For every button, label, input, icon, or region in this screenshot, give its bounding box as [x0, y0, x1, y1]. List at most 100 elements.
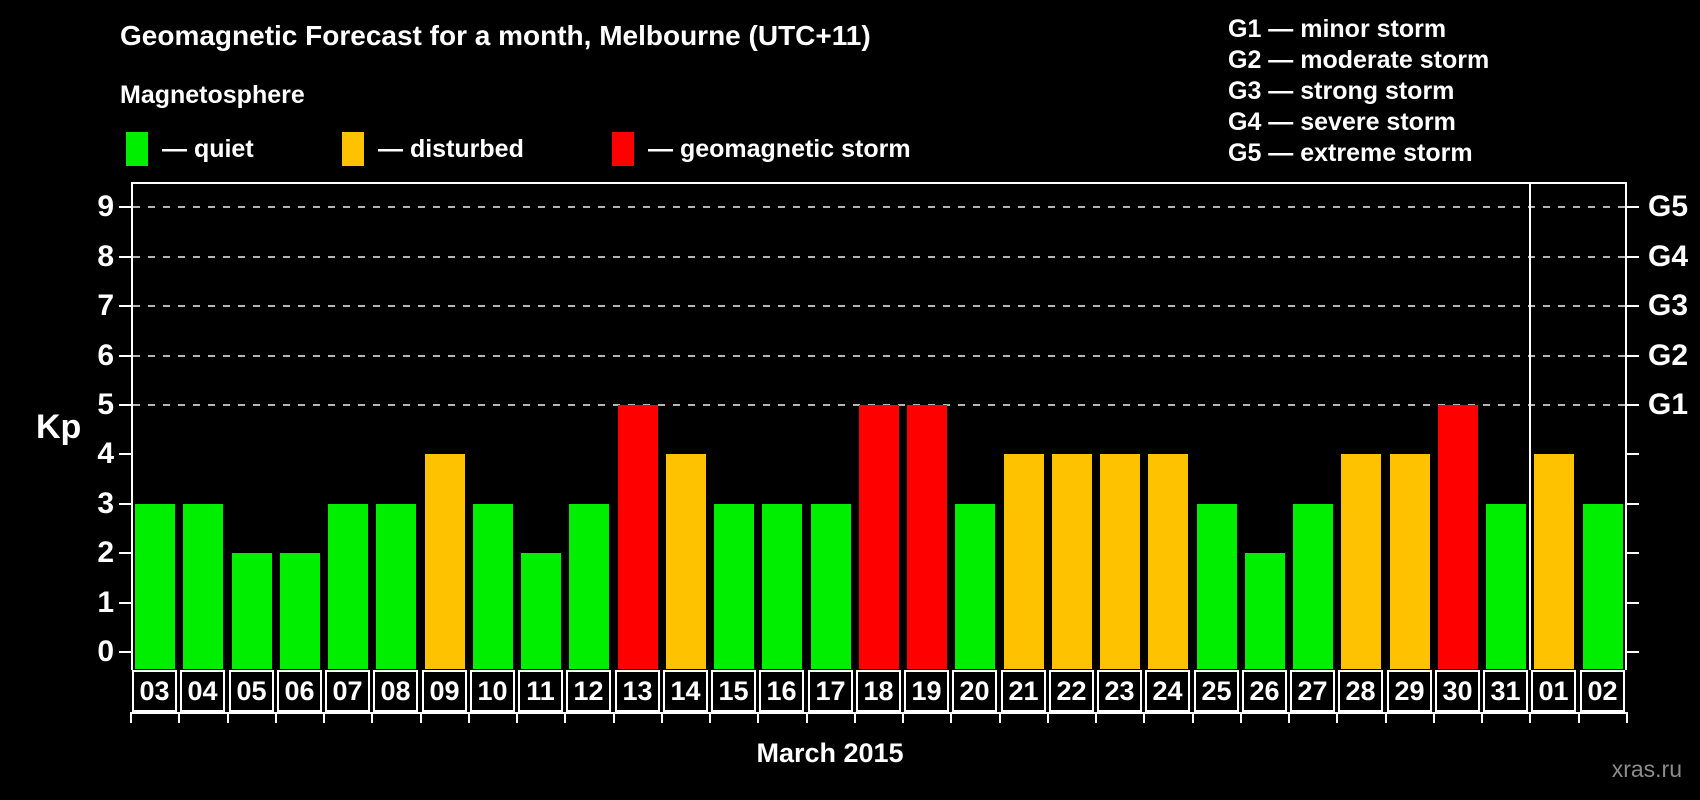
quiet-color-swatch [126, 132, 148, 166]
x-axis-day-label-18: 18 [856, 670, 901, 712]
y-axis-tick-6 [119, 355, 131, 357]
x-axis-tick-14 [806, 712, 808, 723]
g-scale-legend: G1 — minor storm G2 — moderate storm G3 … [1228, 14, 1489, 169]
x-axis-tick-25 [1336, 712, 1338, 723]
x-axis-tick-28 [1481, 712, 1483, 723]
y-axis-tick-7 [119, 305, 131, 307]
watermark: xras.ru [1611, 756, 1682, 782]
y-axis-tick-5 [119, 404, 131, 406]
x-axis-tick-2 [227, 712, 229, 723]
kp-bar-day-05 [232, 553, 272, 669]
kp-bar-day-09 [425, 454, 465, 669]
x-axis-baseline [131, 712, 1627, 714]
gridline-kp9 [133, 206, 1625, 208]
kp-bar-day-04 [183, 504, 223, 669]
kp-bar-day-10 [473, 504, 513, 669]
kp-bar-day-17 [811, 504, 851, 669]
y-axis-label-0: 0 [97, 635, 114, 668]
x-axis-day-label-20: 20 [952, 670, 997, 712]
g-axis-label-g4: G4 [1648, 240, 1689, 273]
x-axis-tick-3 [275, 712, 277, 723]
x-axis-tick-31 [1626, 712, 1628, 723]
right-axis-tick-7 [1627, 305, 1639, 307]
x-axis-tick-11 [661, 712, 663, 723]
x-axis-day-label-23: 23 [1097, 670, 1142, 712]
x-axis-day-label-12: 12 [566, 670, 611, 712]
y-axis-tick-9 [119, 206, 131, 208]
y-axis-tick-8 [119, 256, 131, 258]
page-title: Geomagnetic Forecast for a month, Melbou… [120, 20, 871, 51]
kp-bar-day-14 [666, 454, 706, 669]
x-axis-day-label-10: 10 [470, 670, 515, 712]
x-axis-tick-9 [564, 712, 566, 723]
y-axis-label-3: 3 [97, 487, 114, 520]
kp-bar-day-02 [1583, 504, 1623, 669]
x-axis-tick-12 [709, 712, 711, 723]
right-axis-tick-1 [1627, 602, 1639, 604]
kp-bar-day-31 [1486, 504, 1526, 669]
y-axis-label-2: 2 [97, 536, 114, 569]
plot-border-top [131, 182, 1627, 184]
legend-item-quiet: — quiet [126, 132, 254, 166]
x-axis-tick-26 [1385, 712, 1387, 723]
x-axis-day-label-07: 07 [325, 670, 370, 712]
x-axis-tick-21 [1143, 712, 1145, 723]
y-axis-label-1: 1 [97, 586, 114, 619]
kp-bar-day-12 [569, 504, 609, 669]
gridline-kp6 [133, 355, 1625, 357]
kp-bar-day-25 [1197, 504, 1237, 669]
g-axis-label-g3: G3 [1648, 289, 1689, 322]
legend-item-storm: — geomagnetic storm [612, 132, 911, 166]
y-axis-tick-1 [119, 602, 131, 604]
legend-item-disturbed: — disturbed [342, 132, 524, 166]
y-axis-label-5: 5 [97, 388, 114, 421]
g-legend-item-g3: G3 — strong storm [1228, 77, 1455, 105]
x-axis-day-label-04: 04 [180, 670, 225, 712]
x-axis-day-label-08: 08 [373, 670, 418, 712]
y-axis-label-4: 4 [97, 437, 114, 470]
kp-bar-day-26 [1245, 553, 1285, 669]
y-axis-label-6: 6 [97, 339, 114, 372]
legend-label-storm: — geomagnetic storm [648, 135, 911, 163]
plot-border-left [131, 182, 133, 670]
x-axis-tick-22 [1192, 712, 1194, 723]
y-axis-tick-2 [119, 552, 131, 554]
kp-bar-day-21 [1004, 454, 1044, 669]
x-axis-tick-6 [420, 712, 422, 723]
right-axis-tick-0 [1627, 651, 1639, 653]
g-axis-label-g2: G2 [1648, 339, 1689, 372]
disturbed-color-swatch [342, 132, 364, 166]
kp-bar-day-15 [714, 504, 754, 669]
x-axis-day-label-24: 24 [1145, 670, 1190, 712]
kp-bar-day-30 [1438, 405, 1478, 669]
kp-bar-day-03 [135, 504, 175, 669]
x-axis-day-label-27: 27 [1290, 670, 1335, 712]
g-axis-label-g1: G1 [1648, 388, 1689, 421]
kp-bar-day-01 [1534, 454, 1574, 669]
g-legend-item-g1: G1 — minor storm [1228, 15, 1447, 43]
kp-bar-day-08 [376, 504, 416, 669]
y-axis-label-8: 8 [97, 240, 114, 273]
x-axis-day-label-22: 22 [1049, 670, 1094, 712]
y-axis-tick-4 [119, 453, 131, 455]
x-axis-tick-29 [1529, 712, 1531, 723]
x-axis-tick-8 [516, 712, 518, 723]
x-axis-day-label-05: 05 [229, 670, 274, 712]
gridline-kp7 [133, 305, 1625, 307]
x-axis-tick-30 [1578, 712, 1580, 723]
x-axis-tick-10 [613, 712, 615, 723]
right-axis-tick-4 [1627, 453, 1639, 455]
x-axis-day-label-25: 25 [1194, 670, 1239, 712]
right-axis-tick-8 [1627, 256, 1639, 258]
x-axis-day-label-03: 03 [132, 670, 177, 712]
right-axis-tick-9 [1627, 206, 1639, 208]
x-axis-tick-15 [854, 712, 856, 723]
kp-bar-day-16 [762, 504, 802, 669]
kp-bar-day-19 [907, 405, 947, 669]
y-axis-title: Kp [36, 408, 82, 446]
right-axis-tick-5 [1627, 404, 1639, 406]
x-axis-day-label-21: 21 [1001, 670, 1046, 712]
month-separator-line [1529, 182, 1531, 670]
x-axis-tick-7 [468, 712, 470, 723]
